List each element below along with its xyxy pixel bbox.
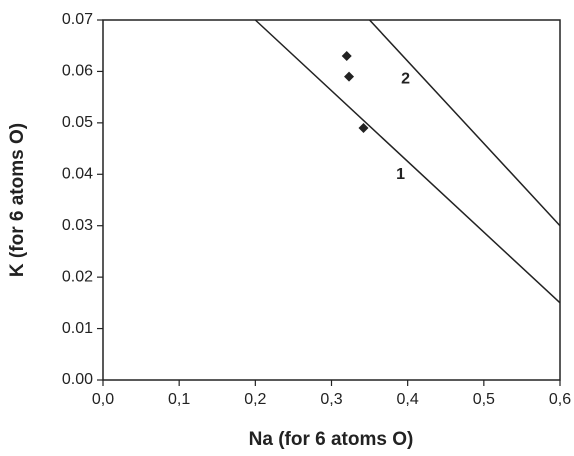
x-tick-label: 0,3 bbox=[320, 391, 342, 408]
y-tick-label: 0.01 bbox=[62, 320, 93, 337]
line bbox=[254, 19, 561, 304]
y-tick-label: 0.02 bbox=[62, 268, 93, 285]
x-tick-label: 0,5 bbox=[473, 391, 495, 408]
line-label: 2 bbox=[401, 70, 410, 87]
x-tick-label: 0,1 bbox=[168, 391, 190, 408]
y-tick-label: 0.00 bbox=[62, 371, 93, 388]
y-tick-label: 0.04 bbox=[62, 166, 93, 183]
y-tick-label: 0.06 bbox=[62, 63, 93, 80]
y-tick-label: 0.07 bbox=[62, 11, 93, 28]
line-label: 1 bbox=[396, 166, 405, 183]
y-tick-label: 0.05 bbox=[62, 114, 93, 131]
x-tick-label: 0,0 bbox=[92, 391, 114, 408]
point bbox=[358, 123, 369, 133]
point bbox=[341, 51, 352, 61]
plot-frame bbox=[102, 19, 561, 381]
x-tick-label: 0,6 bbox=[549, 391, 571, 408]
x-tick-label: 0,4 bbox=[397, 391, 419, 408]
y-axis-title: K (for 6 atoms O) bbox=[7, 123, 28, 277]
y-tick-label: 0.03 bbox=[62, 217, 93, 234]
point bbox=[344, 71, 355, 82]
line bbox=[369, 19, 561, 227]
x-tick-label: 0,2 bbox=[244, 391, 266, 408]
x-axis-title: Na (for 6 atoms O) bbox=[249, 429, 414, 450]
